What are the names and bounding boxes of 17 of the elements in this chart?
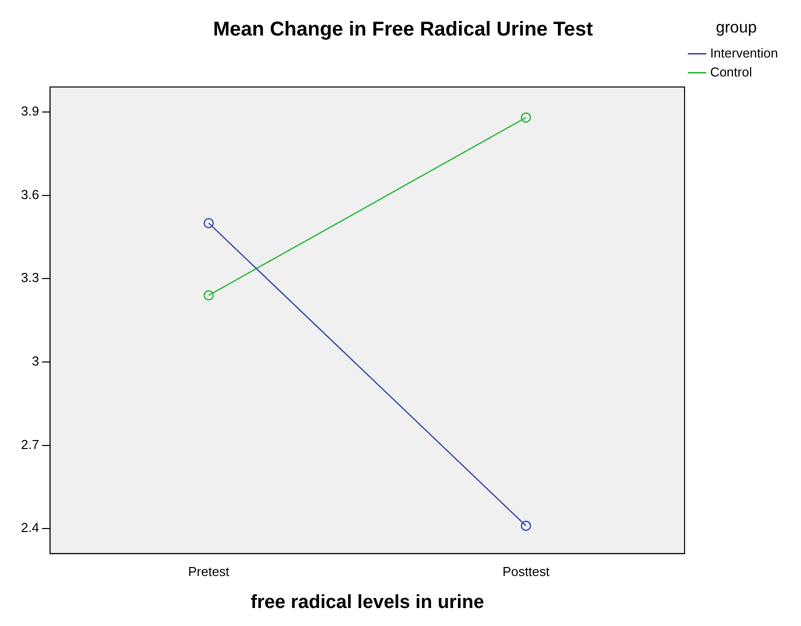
y-tick-label: 3 (32, 354, 40, 369)
legend-title: group (716, 19, 757, 36)
legend-label: Control (710, 64, 752, 80)
chart-title: Mean Change in Free Radical Urine Test (213, 18, 594, 41)
y-tick-label: 3.6 (20, 186, 40, 202)
y-tick-label: 2.4 (20, 520, 40, 536)
y-tick-label: 2.7 (20, 436, 40, 452)
y-tick-label: 3.9 (20, 104, 40, 119)
point (204, 290, 214, 300)
x-tick-label: Pretest (188, 564, 230, 579)
y-tick-label: 3.3 (20, 270, 40, 286)
point (520, 520, 532, 531)
x-tick-label: Posttest (502, 564, 550, 579)
x-axis-title: free radical levels in urine (250, 592, 484, 613)
point (520, 112, 532, 123)
legend-label: Intervention (710, 45, 778, 60)
point (204, 218, 214, 228)
